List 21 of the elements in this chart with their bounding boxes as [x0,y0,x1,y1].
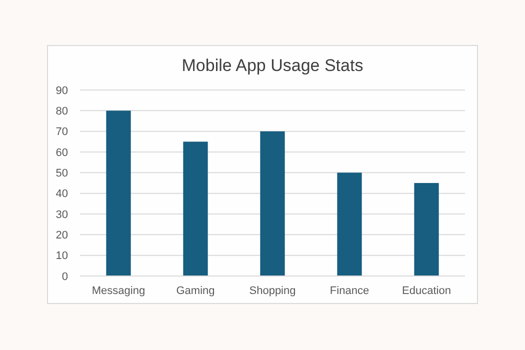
bar [414,183,439,276]
y-tick-label: 90 [56,84,68,97]
x-tick-label: Gaming [176,285,215,297]
x-tick-label: Shopping [249,285,296,297]
y-tick-label: 20 [56,230,68,242]
y-tick-label: 40 [56,188,68,200]
y-tick-label: 80 [56,106,68,118]
x-tick-label: Finance [330,285,370,297]
bar [260,131,285,276]
bar [337,172,362,276]
y-tick-label: 30 [56,208,68,221]
chart-title: Mobile App Usage Stats [182,56,364,75]
y-tick-label: 50 [56,168,68,180]
y-tick-label: 0 [62,270,68,283]
y-tick-label: 10 [56,250,68,262]
y-tick-label: 70 [56,126,68,138]
bar [183,142,208,276]
y-tick-label: 60 [56,146,68,159]
x-tick-label: Education [402,285,451,297]
bar [106,110,131,276]
x-tick-label: Messaging [92,285,146,297]
